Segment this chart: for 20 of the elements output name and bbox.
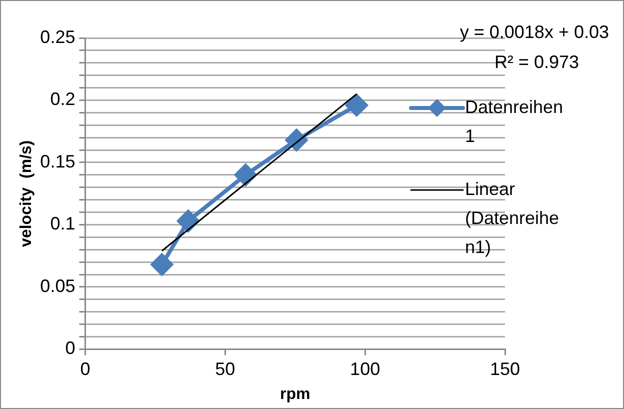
- x-tick-label: 0: [80, 358, 90, 379]
- x-tick-label: 100: [350, 358, 380, 379]
- y-tick-label: 0: [65, 338, 76, 358]
- y-axis-title: velocity (m/s): [18, 140, 36, 247]
- point: [234, 164, 257, 186]
- point: [150, 254, 173, 276]
- annotation: R² = 0.973: [493, 51, 579, 74]
- y-tick-label: 0.15: [40, 151, 76, 172]
- x-tick-label: 50: [215, 358, 236, 379]
- annotation: y = 0.0018x + 0.03: [460, 21, 609, 44]
- x-tick-label: 150: [490, 358, 520, 379]
- y-tick-label: 0.1: [50, 214, 76, 234]
- legend-label: Datenreihen 1: [465, 96, 564, 148]
- y-tick-label: 0.25: [40, 26, 76, 47]
- point: [346, 94, 368, 116]
- legend-label: Linear (Datenreihen1): [465, 178, 560, 259]
- point: [177, 210, 200, 232]
- x-axis-title: rpm: [280, 386, 310, 403]
- y-tick-label: 0.05: [40, 276, 76, 296]
- y-tick-label: 0.2: [50, 89, 76, 110]
